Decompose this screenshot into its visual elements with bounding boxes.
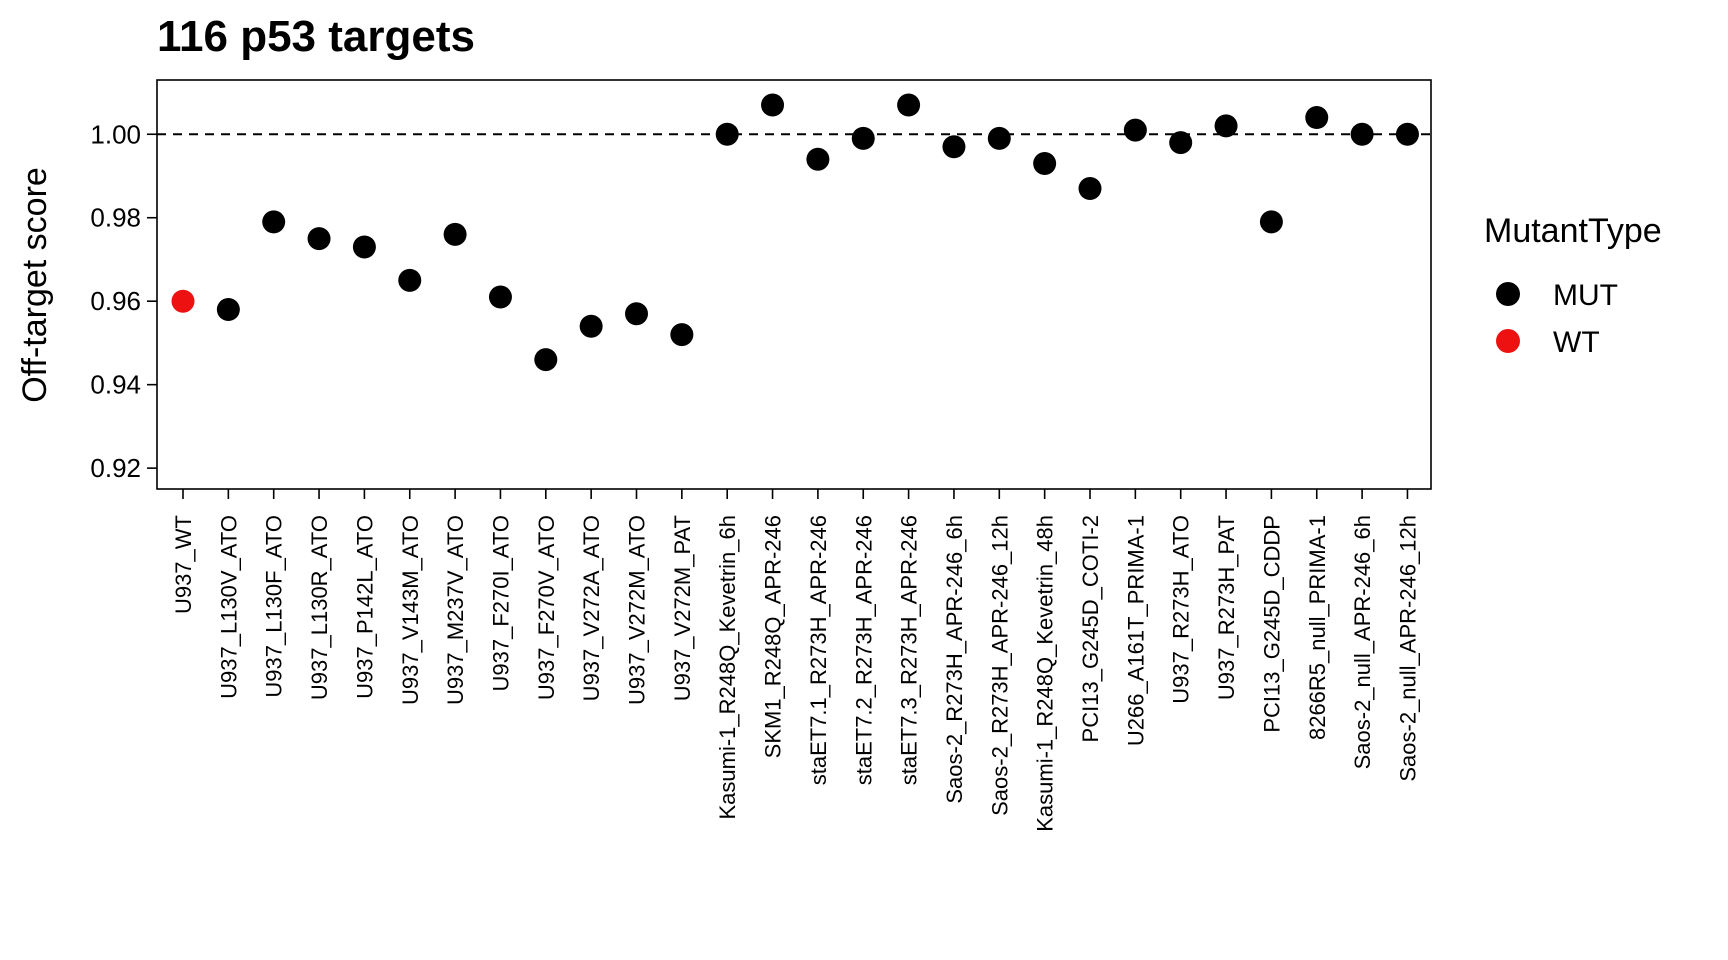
- x-tick-label: PCI13_G245D_CDDP: [1259, 515, 1284, 733]
- data-point: [1123, 118, 1147, 142]
- data-point: [761, 93, 785, 117]
- data-point: [398, 268, 422, 292]
- x-tick-label: U937_V272M_ATO: [625, 515, 650, 705]
- x-tick-label: U266_A161T_PRIMA-1: [1123, 515, 1148, 746]
- data-point: [579, 314, 603, 338]
- x-tick-label: U937_R273H_PAT: [1214, 515, 1239, 700]
- legend: MutantType MUT WT: [1484, 212, 1662, 359]
- x-tick-label: Saos-2_null_APR-246_12h: [1395, 515, 1420, 782]
- data-point: [1169, 131, 1193, 155]
- data-point: [1078, 177, 1102, 201]
- data-point: [625, 302, 648, 326]
- legend-label: MUT: [1553, 279, 1618, 312]
- x-tick-label: PCI13_G245D_COTI-2: [1078, 515, 1103, 742]
- x-tick-label: U937_R273H_ATO: [1169, 515, 1194, 704]
- plot-area: 0.92 0.94 0.96 0.98 1.00 U937_WT U937_L130V_AT…: [90, 79, 1432, 832]
- data-point: [262, 210, 286, 234]
- legend-label: WT: [1553, 326, 1600, 359]
- data-point: [851, 126, 875, 150]
- x-tick-label: Kasumi-1_R248Q_Kevetrin_48h: [1033, 515, 1058, 832]
- x-tick-label: U937_V143M_ATO: [398, 515, 423, 705]
- x-tick-label: SKM1_R248Q_APR-246: [761, 515, 786, 758]
- data-point: [942, 135, 966, 159]
- y-axis-title: Off-target score: [16, 167, 54, 403]
- x-tick-label: U937_V272A_ATO: [579, 515, 604, 701]
- legend-marker: [1496, 329, 1520, 353]
- x-tick-label: U937_F270I_ATO: [488, 515, 513, 692]
- chart-title: 116 p53 targets: [157, 12, 475, 61]
- x-tick-label: U937_L130V_ATO: [216, 515, 241, 699]
- data-point: [352, 235, 376, 259]
- x-tick-label: U937_L130R_ATO: [307, 515, 332, 700]
- x-tick-label: U937_L130F_ATO: [262, 515, 287, 698]
- x-tick-label: Saos-2_R273H_APR-246_6h: [942, 515, 967, 804]
- x-tick-label: 8266R5_null_PRIMA-1: [1305, 515, 1330, 740]
- y-tick-label: 0.94: [90, 370, 141, 400]
- data-point: [488, 285, 512, 309]
- data-point: [1395, 122, 1419, 146]
- data-point: [806, 147, 830, 171]
- data-point: [715, 122, 739, 146]
- y-tick-label: 0.92: [90, 453, 141, 483]
- data-point: [1305, 106, 1329, 130]
- y-tick-label: 0.98: [90, 203, 141, 233]
- y-tick-label: 0.96: [90, 286, 141, 316]
- x-tick-label: Kasumi-1_R248Q_Kevetrin_6h: [715, 515, 740, 820]
- data-point: [1214, 114, 1238, 138]
- x-tick-label: staET7.3_R273H_APR-246: [897, 515, 922, 785]
- data-point: [443, 222, 467, 246]
- plot-border: [156, 79, 1432, 490]
- data-point: [534, 348, 558, 372]
- legend-marker: [1496, 282, 1520, 306]
- data-point: [670, 323, 694, 347]
- data-point: [307, 227, 331, 251]
- x-tick-label: U937_P142L_ATO: [352, 515, 377, 699]
- y-tick-label: 1.00: [90, 119, 141, 149]
- x-tick-label: staET7.2_R273H_APR-246: [851, 515, 876, 785]
- x-tick-label: U937_WT: [171, 515, 196, 614]
- data-point: [216, 298, 240, 322]
- legend-title: MutantType: [1484, 212, 1662, 250]
- x-tick-label: U937_V272M_PAT: [670, 515, 695, 701]
- x-tick-label: Saos-2_null_APR-246_6h: [1350, 515, 1375, 769]
- x-tick-label: Saos-2_R273H_APR-246_12h: [987, 515, 1012, 816]
- x-tick-label: U937_F270V_ATO: [534, 515, 559, 700]
- x-tick-label: staET7.1_R273H_APR-246: [806, 515, 831, 785]
- x-tick-label: U937_M237V_ATO: [443, 515, 468, 705]
- data-point: [987, 126, 1011, 150]
- data-point: [1033, 151, 1057, 175]
- data-point: [897, 93, 921, 117]
- data-point: [171, 289, 195, 313]
- data-point: [1259, 210, 1283, 234]
- data-point: [1350, 122, 1374, 146]
